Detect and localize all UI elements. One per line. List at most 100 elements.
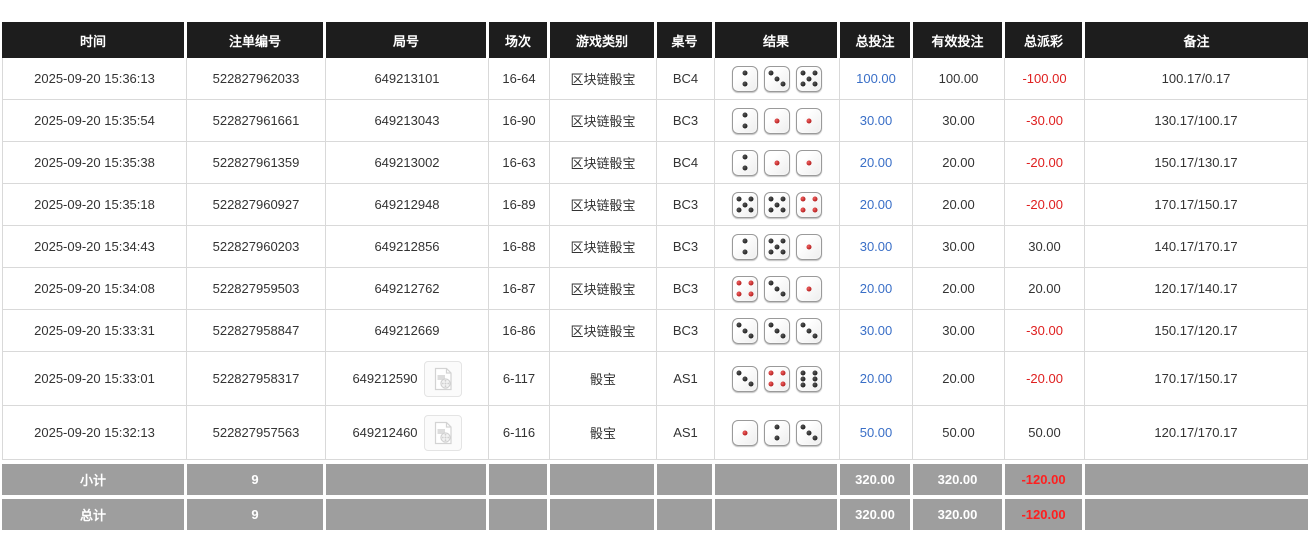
cell-valid-bet: 20.00: [913, 352, 1005, 406]
dice-1: [796, 149, 822, 176]
footer-count: 9: [187, 495, 326, 530]
cell-total-bet: 100.00: [840, 58, 913, 100]
cell-time: 2025-09-20 15:36:13: [2, 58, 187, 100]
cell-time: 2025-09-20 15:35:38: [2, 142, 187, 184]
column-header-total_bet: 总投注: [840, 22, 913, 58]
table-row: 2025-09-20 15:35:38 522827961359 649213002…: [2, 142, 1308, 184]
footer-empty: [1085, 460, 1308, 495]
cell-round-id: 649212762: [326, 268, 489, 310]
cell-round-id: 649213002: [326, 142, 489, 184]
video-file-icon: [434, 421, 452, 444]
column-header-table_no: 桌号: [657, 22, 715, 58]
cell-result: [715, 58, 840, 100]
cell-time: 2025-09-20 15:34:43: [2, 226, 187, 268]
column-header-time: 时间: [2, 22, 187, 58]
cell-total-payout: -30.00: [1005, 310, 1085, 352]
cell-game-type: 区块链骰宝: [550, 226, 657, 268]
column-header-total_payout: 总派彩: [1005, 22, 1085, 58]
round-id-value: 649213101: [374, 71, 440, 86]
cell-valid-bet: 30.00: [913, 100, 1005, 142]
cell-total-bet: 30.00: [840, 100, 913, 142]
footer-valid-bet: 320.00: [913, 460, 1005, 495]
cell-game-type: 区块链骰宝: [550, 58, 657, 100]
cell-result: [715, 226, 840, 268]
cell-session: 16-86: [489, 310, 550, 352]
column-header-result: 结果: [715, 22, 840, 58]
cell-total-payout: 50.00: [1005, 406, 1085, 460]
cell-remark: 120.17/140.17: [1085, 268, 1308, 310]
dice-3: [764, 275, 790, 302]
cell-time: 2025-09-20 15:33:01: [2, 352, 187, 406]
cell-remark: 150.17/120.17: [1085, 310, 1308, 352]
cell-remark: 140.17/170.17: [1085, 226, 1308, 268]
dice-5: [764, 233, 790, 260]
dice-4: [732, 275, 758, 302]
dice-1: [732, 419, 758, 446]
cell-result: [715, 142, 840, 184]
table-body: 2025-09-20 15:36:13 522827962033 649213101…: [2, 58, 1308, 460]
dice-1: [796, 233, 822, 260]
cell-session: 16-88: [489, 226, 550, 268]
dice-3: [796, 419, 822, 446]
footer-total-bet: 320.00: [840, 495, 913, 530]
cell-round-id: 649212590: [326, 352, 489, 406]
round-id-value: 649212762: [374, 281, 440, 296]
footer-empty: [489, 460, 550, 495]
cell-game-type: 区块链骰宝: [550, 184, 657, 226]
video-replay-button[interactable]: [423, 414, 462, 451]
footer-empty: [715, 460, 840, 495]
cell-remark: 170.17/150.17: [1085, 184, 1308, 226]
column-header-valid_bet: 有效投注: [913, 22, 1005, 58]
dice-3: [796, 317, 822, 344]
dice-2: [732, 107, 758, 134]
footer-empty: [550, 495, 657, 530]
cell-round-id: 649212669: [326, 310, 489, 352]
dice-2: [764, 419, 790, 446]
round-id-wrap: 649212590: [352, 360, 462, 397]
cell-total-payout: -100.00: [1005, 58, 1085, 100]
cell-session: 16-89: [489, 184, 550, 226]
round-id-value: 649212856: [374, 239, 440, 254]
cell-remark: 170.17/150.17: [1085, 352, 1308, 406]
cell-time: 2025-09-20 15:34:08: [2, 268, 187, 310]
cell-bet-id: 522827958847: [187, 310, 326, 352]
cell-table-no: BC3: [657, 100, 715, 142]
footer-empty: [657, 460, 715, 495]
cell-session: 6-116: [489, 406, 550, 460]
round-id-value: 649212590: [352, 371, 418, 386]
cell-result: [715, 352, 840, 406]
dice-5: [796, 65, 822, 92]
cell-bet-id: 522827960927: [187, 184, 326, 226]
round-id-wrap: 649212762: [374, 281, 439, 296]
cell-game-type: 骰宝: [550, 406, 657, 460]
bet-records-panel: 时间 注单编号 局号 场次 游戏类别 桌号 结果 总投注 有效投注 总派彩 备注 2025-09-2…: [2, 22, 1308, 530]
cell-total-payout: 30.00: [1005, 226, 1085, 268]
footer-empty: [657, 495, 715, 530]
dice-2: [732, 149, 758, 176]
cell-total-payout: 20.00: [1005, 268, 1085, 310]
cell-session: 6-117: [489, 352, 550, 406]
column-header-round_id: 局号: [326, 22, 489, 58]
video-replay-button[interactable]: [423, 360, 462, 397]
dice-3: [764, 65, 790, 92]
cell-round-id: 649212460: [326, 406, 489, 460]
dice-2: [732, 65, 758, 92]
column-header-session: 场次: [489, 22, 550, 58]
cell-valid-bet: 30.00: [913, 310, 1005, 352]
dice-4: [764, 365, 790, 392]
round-id-value: 649212460: [352, 425, 418, 440]
cell-table-no: AS1: [657, 406, 715, 460]
footer-empty: [326, 495, 489, 530]
cell-time: 2025-09-20 15:33:31: [2, 310, 187, 352]
cell-result: [715, 406, 840, 460]
footer-empty: [550, 460, 657, 495]
cell-total-payout: -20.00: [1005, 352, 1085, 406]
dice-4: [796, 191, 822, 218]
footer-empty: [326, 460, 489, 495]
cell-table-no: BC3: [657, 310, 715, 352]
footer-valid-bet: 320.00: [913, 495, 1005, 530]
video-file-icon: [434, 367, 452, 390]
table-row: 2025-09-20 15:33:01 522827958317 649212590…: [2, 352, 1308, 406]
dice-1: [764, 149, 790, 176]
cell-table-no: AS1: [657, 352, 715, 406]
